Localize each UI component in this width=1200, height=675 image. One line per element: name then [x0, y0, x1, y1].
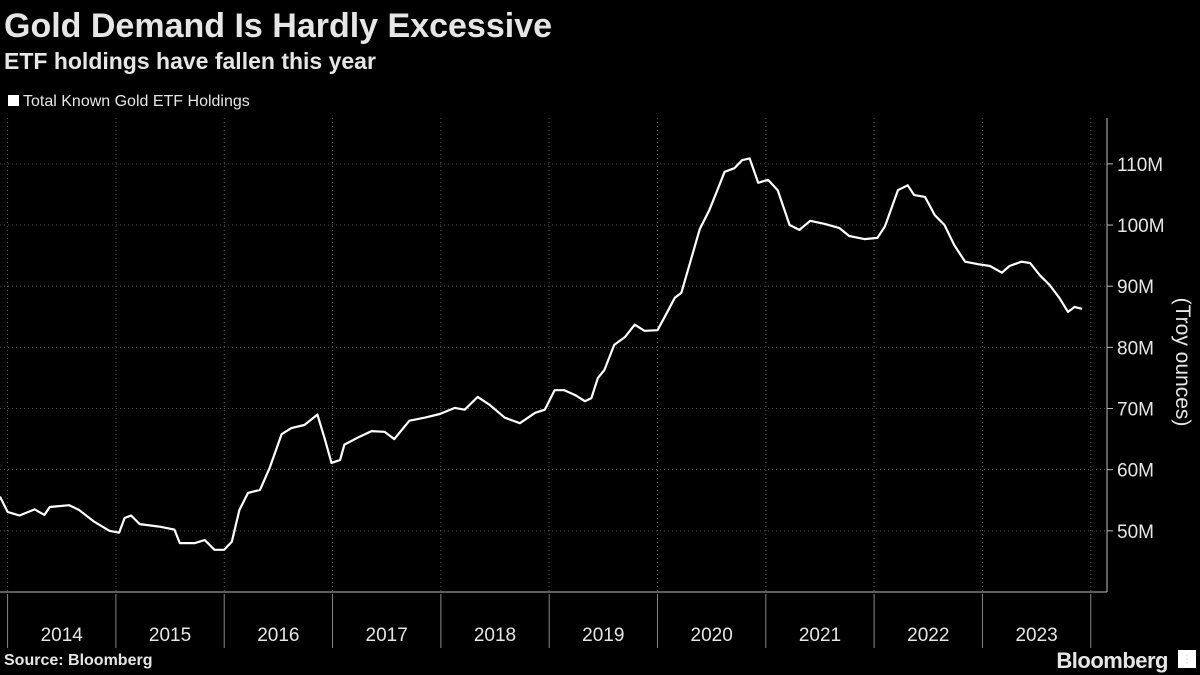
- x-tick-label: 2017: [366, 625, 408, 646]
- y-axis-label: (Troy ounces): [1171, 298, 1194, 427]
- brand: Bloomberg: [1056, 648, 1168, 673]
- y-tick-label: 110M: [1117, 155, 1163, 176]
- x-tick-label: 2023: [1015, 625, 1057, 646]
- x-tick-label: 2021: [799, 625, 841, 646]
- y-tick-label: 90M: [1117, 277, 1154, 298]
- x-tick-label: 2020: [691, 625, 733, 646]
- y-tick-label: 50M: [1117, 522, 1154, 543]
- x-tick-label: 2018: [474, 625, 516, 646]
- x-tick-label: 2019: [582, 625, 624, 646]
- legend-label: Total Known Gold ETF Holdings: [23, 93, 250, 110]
- x-tick-label: 2015: [149, 625, 191, 646]
- legend-swatch: [8, 95, 19, 106]
- y-tick-label: 60M: [1117, 461, 1154, 482]
- y-tick-label: 100M: [1117, 216, 1165, 237]
- chart-subtitle: ETF holdings have fallen this year: [4, 48, 376, 74]
- brand-icon-glyph: ⫶: [1185, 652, 1188, 667]
- chart-title: Gold Demand Is Hardly Excessive: [4, 7, 552, 45]
- y-tick-label: 70M: [1117, 400, 1154, 421]
- brand-icon: [1178, 650, 1196, 668]
- source: Source: Bloomberg: [4, 652, 152, 669]
- series-line: [0, 157, 1083, 551]
- x-tick-label: 2014: [41, 625, 84, 646]
- x-tick-label: 2022: [907, 625, 949, 646]
- x-tick-label: 2016: [257, 625, 299, 646]
- y-tick-label: 80M: [1117, 338, 1154, 359]
